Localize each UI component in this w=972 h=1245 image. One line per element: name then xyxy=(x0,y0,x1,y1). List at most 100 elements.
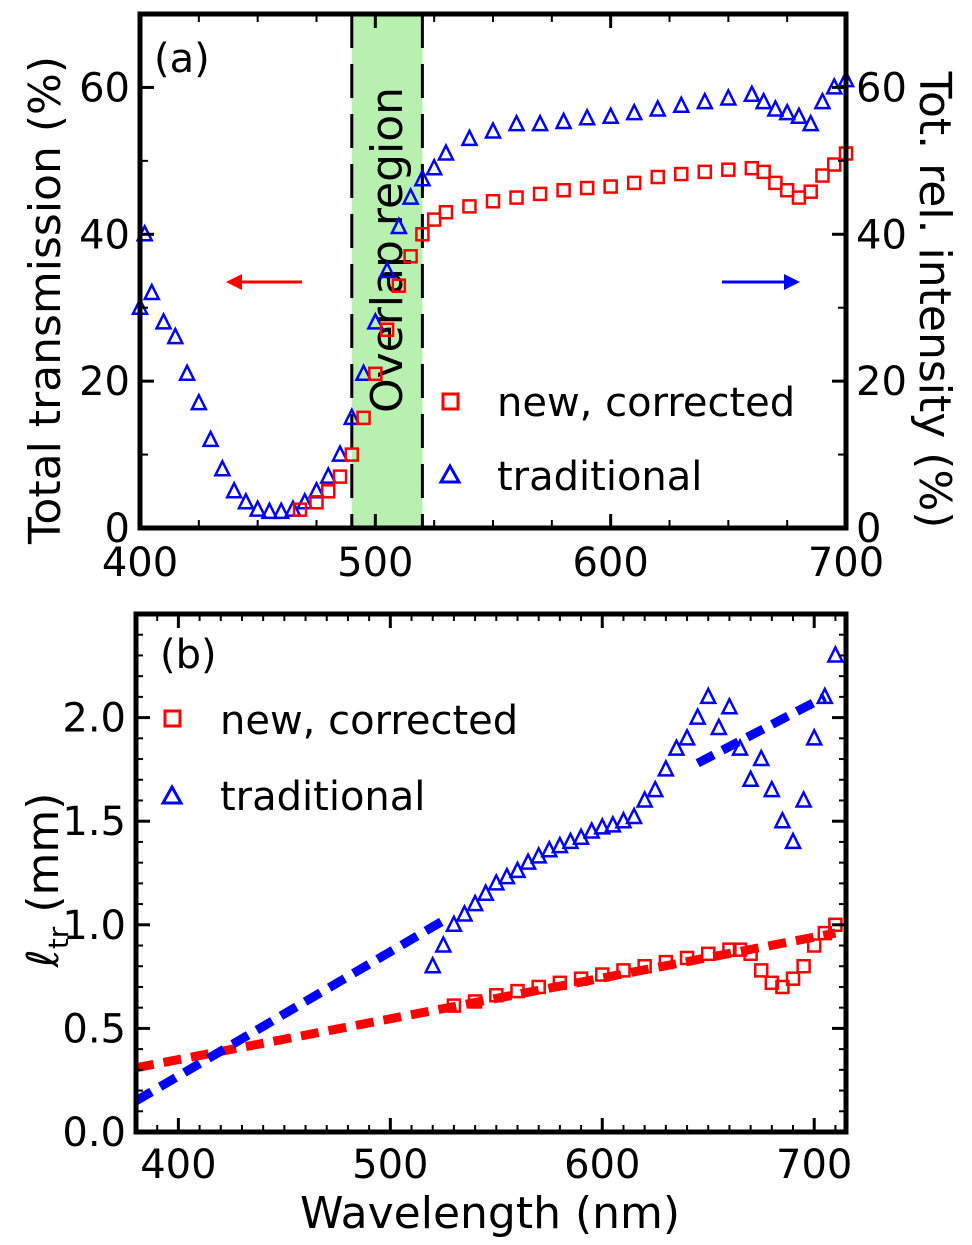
pb-point-traditional xyxy=(508,860,527,879)
pa-point-traditional xyxy=(189,392,208,411)
pb-ytick-label: 0.5 xyxy=(62,1006,126,1052)
pa-point-new xyxy=(579,180,595,196)
pb-point-new xyxy=(722,942,737,957)
pb-point-traditional xyxy=(614,810,633,829)
pb-ytick-label: 2.0 xyxy=(62,696,126,742)
pa-ytick-label-right: 40 xyxy=(856,212,907,258)
pa-point-traditional xyxy=(531,113,550,132)
pb-point-new xyxy=(531,979,546,995)
panel-b: 400 500 600 700 0.0 0.5 1.0 1.5 2.0 (b) ℓtr (mm)… xyxy=(18,611,852,1239)
pa-point-new xyxy=(438,205,454,220)
pa-point-new xyxy=(779,182,795,198)
pa-point-new xyxy=(603,179,618,194)
pb-point-traditional xyxy=(561,831,580,850)
pb-point-traditional xyxy=(762,779,781,798)
pb-point-new xyxy=(595,967,610,982)
pa-xtick-label: 600 xyxy=(572,540,648,586)
pb-point-new xyxy=(785,971,801,986)
pa-point-traditional xyxy=(248,498,267,517)
pa-point-traditional xyxy=(578,107,597,126)
pa-point-new xyxy=(415,227,430,242)
pa-ytick-label-left: 40 xyxy=(79,212,130,258)
pa-point-new xyxy=(391,278,407,293)
pb-point-traditional xyxy=(815,686,834,705)
pa-point-traditional xyxy=(507,113,526,132)
pa-point-new xyxy=(556,182,571,198)
pb-point-traditional xyxy=(783,831,803,850)
pb-point-traditional xyxy=(773,810,792,829)
pb-point-new xyxy=(743,946,758,962)
pb-point-traditional xyxy=(423,955,442,974)
pb-point-new xyxy=(806,938,822,953)
arrow-left-red xyxy=(226,274,302,290)
pa-point-new xyxy=(462,199,477,214)
pb-point-new xyxy=(510,983,525,999)
pb-point-traditional xyxy=(434,934,453,953)
pa-point-traditional xyxy=(166,326,185,345)
pb-point-traditional xyxy=(476,882,495,901)
pa-point-traditional xyxy=(260,501,279,520)
pa-point-new xyxy=(379,322,395,337)
legend-label-traditional-b: traditional xyxy=(220,774,425,820)
pb-point-traditional xyxy=(794,789,813,808)
pb-point-traditional xyxy=(741,768,760,788)
pa-point-traditional xyxy=(213,458,232,477)
pa-point-traditional xyxy=(672,94,691,114)
pb-point-traditional xyxy=(667,737,686,756)
pb-xtick-label: 500 xyxy=(352,1142,428,1188)
pa-point-traditional xyxy=(436,142,455,161)
pa-point-new xyxy=(791,190,807,205)
panel-b-fit-lines xyxy=(133,692,837,1105)
pa-point-new xyxy=(626,175,642,191)
pb-xtick-label: 400 xyxy=(140,1142,216,1188)
pa-point-new xyxy=(321,484,336,499)
pb-point-traditional xyxy=(826,644,845,663)
panel-b-marks xyxy=(423,644,845,1013)
pa-point-new xyxy=(356,410,371,426)
pb-point-traditional xyxy=(752,748,771,767)
pa-point-new xyxy=(756,164,771,180)
panel-b-legend: new, corrected traditional xyxy=(160,698,518,820)
pb-point-new xyxy=(775,979,790,995)
legend-label-new-b: new, corrected xyxy=(220,698,518,744)
pb-point-traditional xyxy=(678,727,697,746)
pa-point-new xyxy=(768,175,783,191)
pa-point-new xyxy=(509,190,524,205)
pb-ytick-label: 1.5 xyxy=(62,799,126,845)
pb-point-traditional xyxy=(593,816,612,835)
pa-ytick-label-left: 20 xyxy=(79,359,130,405)
pb-point-traditional xyxy=(540,839,559,858)
panel-b-xlabel: Wavelength (nm) xyxy=(300,1188,680,1239)
pa-point-traditional xyxy=(625,102,644,121)
pa-point-traditional xyxy=(601,106,620,125)
pb-fit-line-traditional xyxy=(695,692,827,768)
panel-a-frame xyxy=(137,11,849,531)
pa-point-traditional xyxy=(354,363,373,382)
legend-marker-traditional-b xyxy=(160,783,184,805)
pb-point-new xyxy=(679,950,695,966)
pb-ytick-label: 0.0 xyxy=(62,1110,126,1156)
pb-xtick-label: 700 xyxy=(776,1142,852,1188)
pb-point-traditional xyxy=(466,893,485,912)
pa-point-new xyxy=(403,249,418,264)
panel-b-frame xyxy=(133,611,849,1135)
pa-point-traditional xyxy=(460,128,479,147)
pb-point-new xyxy=(764,975,780,991)
pa-point-traditional xyxy=(272,501,291,520)
pb-point-new xyxy=(616,963,631,978)
legend-label-traditional: traditional xyxy=(497,454,702,500)
pa-point-traditional xyxy=(366,311,385,330)
pa-point-traditional xyxy=(719,87,738,106)
svg-text:ℓtr (mm): ℓtr (mm) xyxy=(18,793,75,969)
pa-point-traditional xyxy=(178,363,197,382)
pa-point-traditional xyxy=(142,282,161,301)
pa-point-traditional xyxy=(648,98,667,117)
pb-point-traditional xyxy=(582,820,601,839)
pa-ytick-label-left: 0 xyxy=(105,506,130,552)
pb-point-traditional xyxy=(625,806,644,825)
panel-a-legend: new, corrected traditional xyxy=(438,380,795,500)
pa-point-traditional xyxy=(401,186,420,205)
pa-xtick-label: 400 xyxy=(102,540,178,586)
